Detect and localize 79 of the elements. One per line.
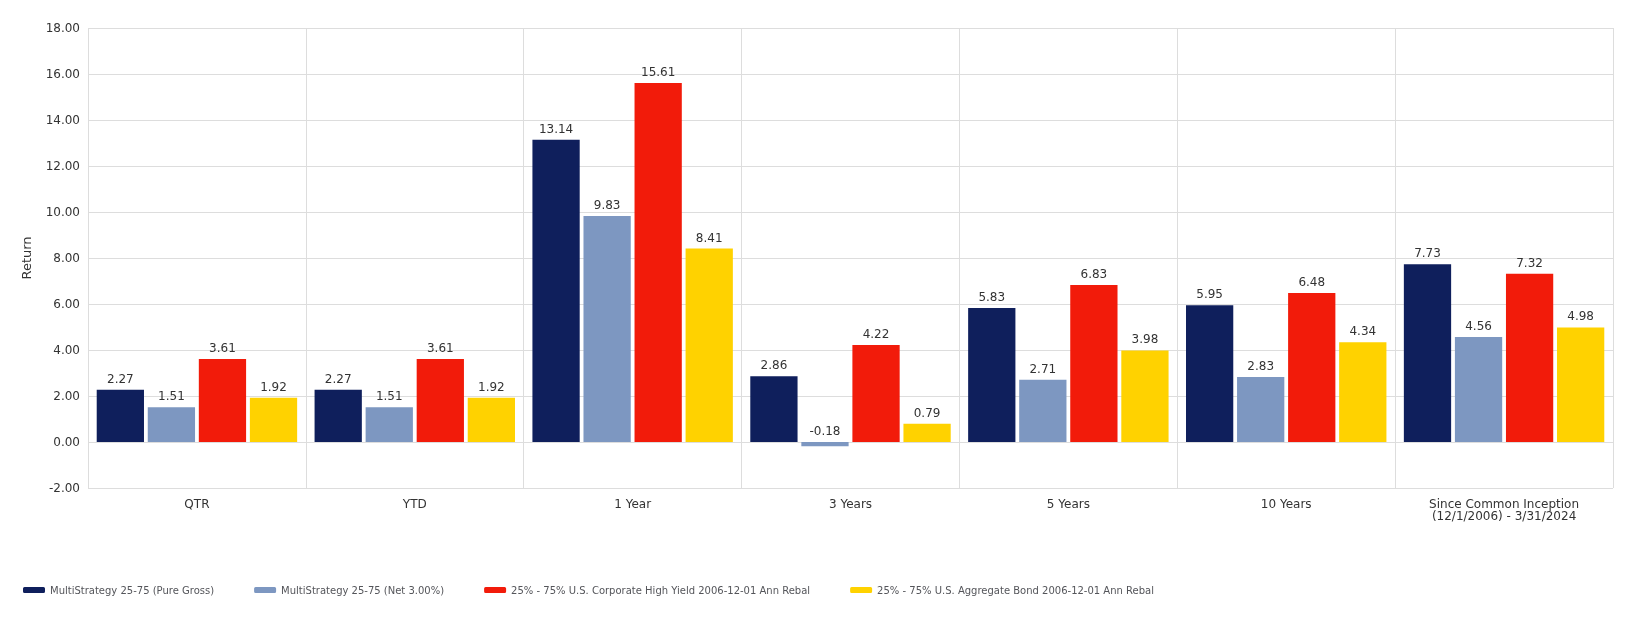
bar <box>903 423 951 442</box>
y-tick-label: 16.00 <box>45 67 80 81</box>
data-label: 1.92 <box>260 379 287 394</box>
data-label: 5.83 <box>978 289 1006 304</box>
data-label: 3.61 <box>209 340 236 355</box>
bar <box>1070 284 1118 442</box>
x-tick-label: 3 Years <box>828 497 873 511</box>
data-label: 7.73 <box>1414 246 1441 261</box>
legend-label: MultiStrategy 25-75 (Pure Gross) <box>50 584 215 596</box>
data-label: 13.14 <box>538 121 574 136</box>
bar <box>1237 376 1285 442</box>
bar <box>1557 327 1605 442</box>
bar <box>1505 273 1554 442</box>
y-tick-label: 18.00 <box>45 21 80 35</box>
y-tick-label: 10.00 <box>45 205 80 219</box>
bar <box>1288 292 1336 442</box>
data-label: 4.22 <box>862 326 890 341</box>
data-label: 1.51 <box>158 389 185 404</box>
bar <box>1121 350 1169 442</box>
bar <box>634 82 682 442</box>
bar <box>1403 264 1452 442</box>
data-label: 8.41 <box>695 230 723 245</box>
bar <box>968 307 1016 442</box>
data-label: 1.92 <box>478 379 505 394</box>
data-label: 6.48 <box>1298 274 1326 289</box>
bar <box>1339 342 1387 442</box>
data-label: 4.34 <box>1349 324 1377 339</box>
data-label: 2.71 <box>1029 361 1057 376</box>
data-label: 2.86 <box>760 358 788 373</box>
bar <box>198 358 247 442</box>
bar <box>532 139 580 442</box>
y-tick-label: 14.00 <box>45 113 80 127</box>
y-tick-label: 2.00 <box>53 389 80 403</box>
bar <box>1186 305 1234 442</box>
x-tick-label: 10 Years <box>1260 497 1312 511</box>
bar <box>1019 379 1067 442</box>
data-label: 2.83 <box>1247 358 1275 373</box>
legend-label: 25% - 75% U.S. Corporate High Yield 2006-12-01 Ann Rebal <box>511 584 811 596</box>
y-tick-label: 8.00 <box>53 251 80 265</box>
data-label: 2.27 <box>106 371 134 386</box>
bar <box>314 389 362 442</box>
x-tick-label: 5 Years <box>1046 497 1090 511</box>
y-tick-label: 12.00 <box>45 159 80 173</box>
data-label: 1.51 <box>375 389 403 404</box>
data-label: 5.95 <box>1196 287 1223 302</box>
legend-label: 25% - 75% U.S. Aggregate Bond 2006-12-01 Ann Rebal <box>877 584 1154 596</box>
bar <box>96 389 144 442</box>
data-label: 4.98 <box>1567 309 1595 324</box>
x-tick-label: 1 Year <box>614 497 652 511</box>
bar <box>685 248 733 442</box>
x-tick-label: YTD <box>401 497 427 511</box>
data-label: -0.18 <box>809 424 841 438</box>
data-label: 4.56 <box>1465 319 1492 334</box>
bar <box>583 215 631 442</box>
data-label: 3.98 <box>1131 332 1159 347</box>
y-tick-label: 4.00 <box>53 343 80 357</box>
bar <box>750 376 798 442</box>
data-label: 0.79 <box>913 405 941 420</box>
y-tick-label: -2.00 <box>48 481 80 495</box>
y-tick-label: 6.00 <box>53 297 80 311</box>
bar <box>365 407 413 442</box>
bar <box>801 442 849 447</box>
data-label: 2.27 <box>324 371 352 386</box>
data-label: 9.83 <box>593 197 621 212</box>
data-label: 7.32 <box>1516 255 1543 270</box>
legend-label: MultiStrategy 25-75 (Net 3.00%) <box>281 584 445 596</box>
bar <box>249 397 298 442</box>
data-label: 3.61 <box>426 340 454 355</box>
bar <box>416 358 464 442</box>
x-tick-label: Since Common Inception (12/1/2006) - 3/31/2024 <box>1429 497 1580 523</box>
data-label: 6.83 <box>1080 266 1108 281</box>
bar <box>1454 337 1503 442</box>
bar <box>467 397 515 442</box>
y-tick-label: 0.00 <box>53 435 80 449</box>
bar <box>852 344 900 442</box>
bar <box>147 407 196 442</box>
y-axis-title: Return <box>19 236 34 280</box>
x-tick-label: QTR <box>184 497 210 511</box>
data-label: 15.61 <box>640 64 676 79</box>
